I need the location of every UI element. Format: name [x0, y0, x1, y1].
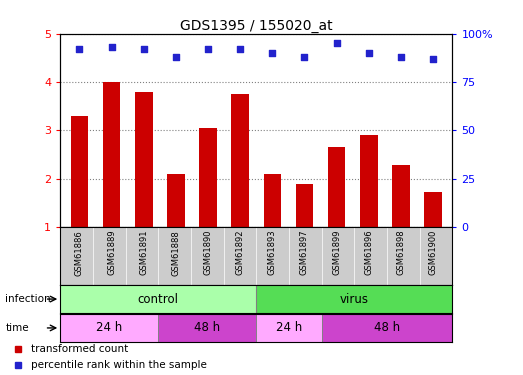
Text: GSM61898: GSM61898 — [396, 230, 405, 275]
Text: virus: virus — [340, 292, 369, 306]
Text: GSM61892: GSM61892 — [236, 230, 245, 275]
Bar — [328, 147, 346, 227]
Text: 48 h: 48 h — [374, 321, 400, 334]
Bar — [158, 314, 256, 342]
Text: GSM61893: GSM61893 — [268, 230, 277, 275]
Bar — [60, 285, 256, 313]
Point — [140, 46, 148, 52]
Bar — [392, 165, 410, 227]
Text: time: time — [5, 323, 29, 333]
Text: GSM61888: GSM61888 — [172, 230, 180, 276]
Text: 48 h: 48 h — [194, 321, 220, 334]
Text: GSM61899: GSM61899 — [332, 230, 341, 275]
Text: GSM61891: GSM61891 — [139, 230, 148, 275]
Point — [204, 46, 212, 52]
Point — [365, 50, 373, 56]
Bar — [424, 192, 442, 227]
Bar — [360, 135, 378, 227]
Bar — [322, 314, 452, 342]
Point — [236, 46, 244, 52]
Point — [268, 50, 277, 56]
Text: GSM61889: GSM61889 — [107, 230, 116, 275]
Bar — [71, 116, 88, 227]
Point — [300, 54, 309, 60]
Point — [172, 54, 180, 60]
Text: percentile rank within the sample: percentile rank within the sample — [31, 360, 207, 370]
Bar — [103, 82, 120, 227]
Bar — [199, 128, 217, 227]
Text: 24 h: 24 h — [96, 321, 122, 334]
Point — [429, 56, 437, 62]
Bar — [295, 184, 313, 227]
Title: GDS1395 / 155020_at: GDS1395 / 155020_at — [180, 19, 333, 33]
Text: GSM61886: GSM61886 — [75, 230, 84, 276]
Text: infection: infection — [5, 294, 51, 304]
Bar — [135, 92, 153, 227]
Bar — [256, 285, 452, 313]
Point — [75, 46, 84, 52]
Text: GSM61897: GSM61897 — [300, 230, 309, 275]
Text: transformed count: transformed count — [31, 344, 128, 354]
Bar — [167, 174, 185, 227]
Text: GSM61890: GSM61890 — [203, 230, 212, 275]
Text: 24 h: 24 h — [276, 321, 302, 334]
Bar — [60, 314, 158, 342]
Bar — [256, 314, 322, 342]
Bar — [231, 94, 249, 227]
Text: GSM61896: GSM61896 — [365, 230, 373, 275]
Point — [107, 44, 116, 50]
Text: control: control — [138, 292, 179, 306]
Bar — [264, 174, 281, 227]
Point — [397, 54, 405, 60]
Text: GSM61900: GSM61900 — [429, 230, 438, 275]
Point — [333, 40, 341, 46]
